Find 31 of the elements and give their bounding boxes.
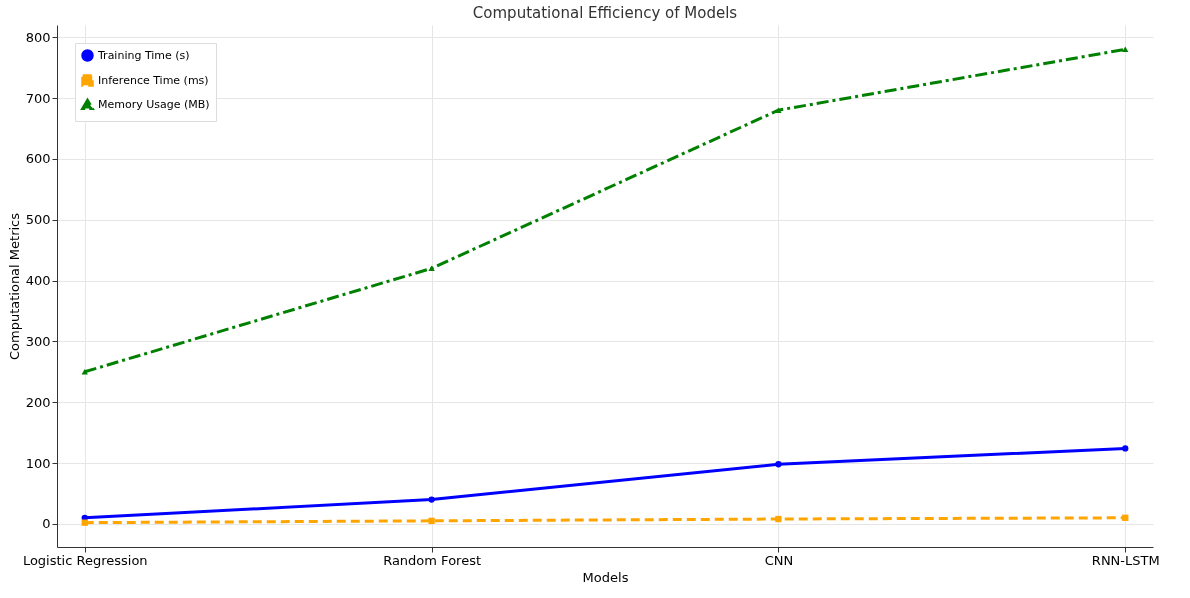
y-tick-label: 600	[25, 151, 51, 167]
point	[81, 514, 88, 521]
point	[428, 517, 435, 524]
point	[428, 496, 435, 503]
x-tick-label: RNN-LSTM	[1091, 552, 1160, 568]
point	[81, 519, 88, 526]
point	[1122, 514, 1129, 521]
point	[81, 369, 88, 375]
x-axis-title: Models	[582, 569, 629, 585]
y-tick-label: 100	[25, 455, 51, 471]
point	[775, 515, 782, 523]
chart-title: Computational Efficiency of Models	[472, 4, 738, 22]
y-tick-label: 700	[25, 90, 51, 106]
point	[1122, 445, 1129, 452]
y-tick-label: 0	[42, 516, 51, 532]
legend-label: Memory Usage (MB)	[98, 97, 210, 111]
x-tick-label: Logistic Regression	[22, 552, 148, 568]
y-tick-label: 800	[25, 29, 51, 45]
x-tick-label: CNN	[764, 552, 794, 568]
point	[428, 265, 435, 272]
legend-label: Inference Time (ms)	[98, 73, 209, 87]
point	[775, 461, 782, 468]
point	[775, 107, 782, 113]
y-tick-label: 300	[25, 333, 51, 349]
legend-label: Training Time (s)	[97, 48, 190, 62]
y-axis-title: Computational Metrics	[6, 212, 22, 361]
y-tick-label: 500	[25, 212, 51, 228]
y-tick-label: 200	[25, 394, 51, 410]
x-tick-label: Random Forest	[383, 552, 482, 568]
y-tick-label: 400	[25, 273, 51, 289]
point	[1122, 46, 1129, 53]
